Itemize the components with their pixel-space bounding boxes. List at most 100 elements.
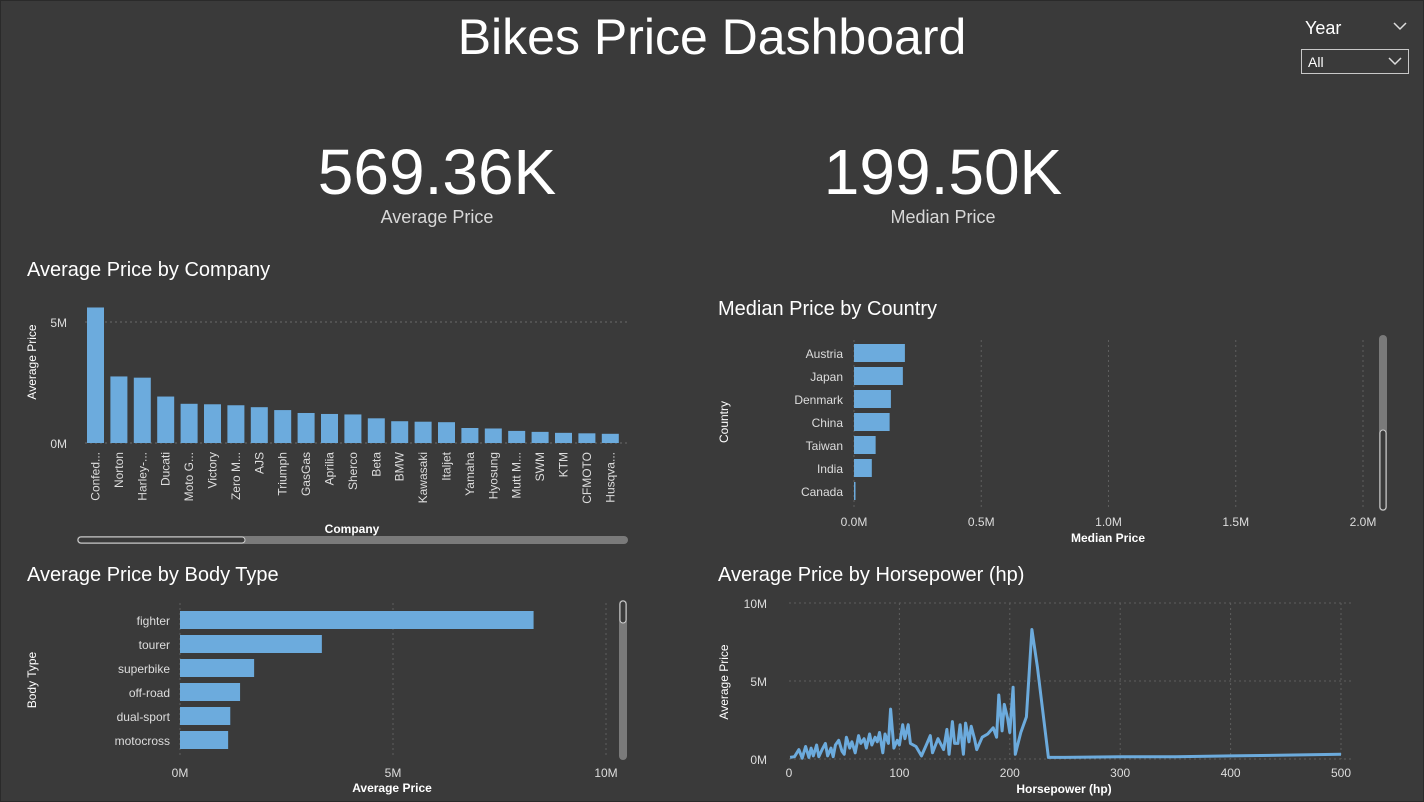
scrollbar-thumb[interactable]: [619, 600, 627, 624]
country-bar[interactable]: [854, 482, 856, 500]
x-tick-label: Aprilia: [323, 452, 337, 486]
company-bar[interactable]: [110, 376, 128, 443]
company-bar-chart: 5M 0M Average Price Company Confed... Nor…: [25, 307, 628, 544]
company-bar[interactable]: [157, 396, 175, 443]
company-chart-title: Average Price by Company: [27, 259, 271, 281]
page-title: Bikes Price Dashboard: [457, 9, 967, 65]
company-bar[interactable]: [133, 377, 151, 443]
x-tick-label: Italjet: [440, 451, 454, 480]
company-bar[interactable]: [250, 407, 268, 443]
body-type-bar[interactable]: [180, 635, 322, 653]
y-tick-label: tourer: [139, 638, 170, 652]
y-tick-label: Japan: [810, 370, 843, 384]
country-bar[interactable]: [854, 413, 890, 431]
body-type-bar[interactable]: [180, 659, 255, 677]
x-tick-label: 300: [1110, 766, 1130, 780]
company-bar[interactable]: [344, 414, 362, 443]
y-tick-label: Canada: [801, 485, 843, 499]
scrollbar-thumb[interactable]: [77, 536, 246, 544]
company-bar[interactable]: [461, 427, 479, 443]
company-bar[interactable]: [484, 428, 502, 443]
company-bar[interactable]: [87, 307, 104, 443]
horsepower-line-chart: Average Price Horsepower (hp) 0M 5M 10M 0 10…: [717, 597, 1351, 796]
company-bar[interactable]: [321, 413, 338, 443]
x-tick-label: Ducati: [159, 452, 173, 486]
body-type-bar[interactable]: [180, 611, 534, 629]
y-axis-label: Average Price: [717, 644, 731, 719]
y-axis-label: Country: [717, 401, 731, 443]
x-tick-label: Moto G...: [182, 452, 196, 501]
body-type-bar[interactable]: [180, 707, 231, 725]
x-tick-label: 0.0M: [841, 515, 868, 529]
x-tick-label: Sherco: [346, 452, 360, 490]
kpi-median-price-label: Median Price: [890, 207, 996, 227]
x-tick-label: BMW: [393, 451, 407, 481]
country-bar-chart: Country Median Price 0.0M 0.5M 1.0M 1.5M 2.0…: [717, 335, 1387, 545]
x-axis-label: Average Price: [352, 781, 432, 795]
x-tick-label: 2.0M: [1350, 515, 1377, 529]
x-axis-label: Company: [325, 522, 380, 536]
x-tick-label: 200: [1000, 766, 1020, 780]
company-bar[interactable]: [297, 412, 315, 443]
country-chart-title: Median Price by Country: [718, 298, 937, 320]
vertical-scrollbar[interactable]: [619, 600, 627, 760]
company-bar[interactable]: [227, 405, 245, 443]
x-tick-label: Norton: [112, 452, 126, 488]
x-tick-label: 0.5M: [968, 515, 995, 529]
x-tick-label: Kawasaki: [416, 452, 430, 503]
country-bar[interactable]: [854, 344, 905, 362]
x-tick-label: Victory: [206, 452, 220, 488]
company-bar[interactable]: [204, 404, 221, 443]
year-dropdown[interactable]: All: [1301, 49, 1409, 74]
body-type-bar[interactable]: [180, 683, 241, 701]
year-slicer-label: Year: [1305, 18, 1342, 38]
x-tick-label: AJS: [252, 452, 266, 474]
x-axis-label: Median Price: [1071, 531, 1145, 545]
y-tick-label: Taiwan: [806, 439, 843, 453]
company-bar[interactable]: [438, 422, 455, 443]
country-bar[interactable]: [854, 459, 872, 477]
x-tick-label: Husqva...: [603, 452, 617, 503]
country-bar[interactable]: [854, 367, 903, 385]
company-bar[interactable]: [555, 432, 572, 443]
y-tick-label: motocross: [115, 734, 170, 748]
body-type-bar[interactable]: [180, 731, 229, 749]
y-tick-label: Austria: [806, 347, 844, 361]
y-tick-label: 0M: [750, 753, 767, 767]
kpi-median-price-value: 199.50K: [823, 136, 1063, 208]
x-tick-label: GasGas: [299, 452, 313, 496]
company-bar[interactable]: [391, 421, 409, 443]
company-bar[interactable]: [414, 421, 432, 443]
y-tick-label: China: [812, 416, 844, 430]
scrollbar-thumb[interactable]: [1379, 429, 1387, 511]
company-bar[interactable]: [508, 430, 526, 443]
y-tick-label: 10M: [744, 597, 767, 611]
kpi-average-price-label: Average Price: [380, 207, 494, 227]
x-tick-label: 0: [786, 766, 793, 780]
slicer-collapse-chevron-icon[interactable]: [1392, 20, 1408, 32]
y-tick-label: 5M: [750, 675, 767, 689]
x-tick-label: 1.0M: [1095, 515, 1122, 529]
country-bar[interactable]: [854, 436, 876, 454]
company-bar[interactable]: [531, 431, 549, 443]
x-tick-label: 400: [1221, 766, 1241, 780]
x-axis-label: Horsepower (hp): [1016, 782, 1111, 796]
country-bar[interactable]: [854, 390, 891, 408]
y-tick-label: fighter: [137, 614, 170, 628]
x-tick-label: 5M: [385, 766, 402, 780]
x-tick-label: Beta: [369, 452, 383, 477]
y-tick-label: India: [817, 462, 843, 476]
x-tick-label: 500: [1331, 766, 1351, 780]
y-tick-label: 5M: [50, 316, 67, 330]
y-tick-label: off-road: [129, 686, 170, 700]
x-tick-label: CFMOTO: [580, 452, 594, 504]
x-tick-label: 10M: [594, 766, 617, 780]
company-bar[interactable]: [601, 433, 619, 443]
company-bar[interactable]: [578, 433, 596, 443]
x-tick-label: Confed...: [89, 452, 103, 501]
x-tick-label: 100: [889, 766, 909, 780]
company-bar[interactable]: [180, 403, 198, 443]
company-bar[interactable]: [367, 418, 385, 443]
company-bar[interactable]: [274, 410, 292, 443]
hp-chart-title: Average Price by Horsepower (hp): [718, 564, 1025, 586]
